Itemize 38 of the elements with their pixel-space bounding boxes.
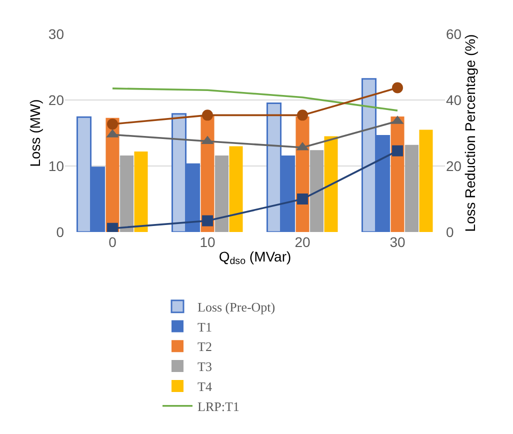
- point: [297, 110, 308, 121]
- line-series: [112, 88, 398, 112]
- bar: [324, 136, 338, 232]
- point: [297, 194, 308, 204]
- y2-tick-label: 20: [446, 158, 462, 174]
- point: [392, 82, 403, 94]
- x-tick-label: 0: [108, 234, 117, 250]
- y-tick-label: 20: [48, 92, 64, 108]
- point: [107, 222, 118, 232]
- point: [107, 118, 118, 130]
- y2-axis-title: Loss Reduction Percentage (%): [462, 34, 478, 232]
- legend-label: Loss (Pre-Opt): [198, 299, 276, 314]
- y2-tick-label: 60: [446, 26, 462, 42]
- bar: [134, 151, 148, 232]
- bar: [120, 155, 134, 232]
- bar: [229, 146, 243, 232]
- point: [202, 110, 213, 121]
- legend-label: LRP:T1: [198, 398, 240, 414]
- y-tick-label: 30: [48, 26, 64, 42]
- y-axis-title: Loss (MW): [27, 99, 44, 167]
- bar: [404, 144, 419, 232]
- point: [202, 215, 213, 226]
- x-tick-label: 10: [200, 234, 216, 250]
- x-tick-label: 30: [390, 234, 406, 250]
- bar: [310, 150, 324, 232]
- y-tick-label: 0: [56, 224, 64, 240]
- bar: [214, 155, 229, 232]
- y-tick-label: 10: [48, 158, 64, 174]
- point: [392, 145, 403, 156]
- x-tick-label: 20: [294, 234, 310, 250]
- legend-label: T2: [198, 339, 212, 354]
- y2-tick-label: 40: [446, 92, 462, 108]
- legend-label: T3: [198, 359, 212, 374]
- y2-tick-label: 0: [446, 224, 454, 240]
- bar: [419, 130, 433, 232]
- legend-label: T1: [198, 319, 212, 334]
- legend-label: T4: [198, 379, 212, 394]
- x-axis-title: Q$_{dso}$ (MVar): [218, 248, 292, 268]
